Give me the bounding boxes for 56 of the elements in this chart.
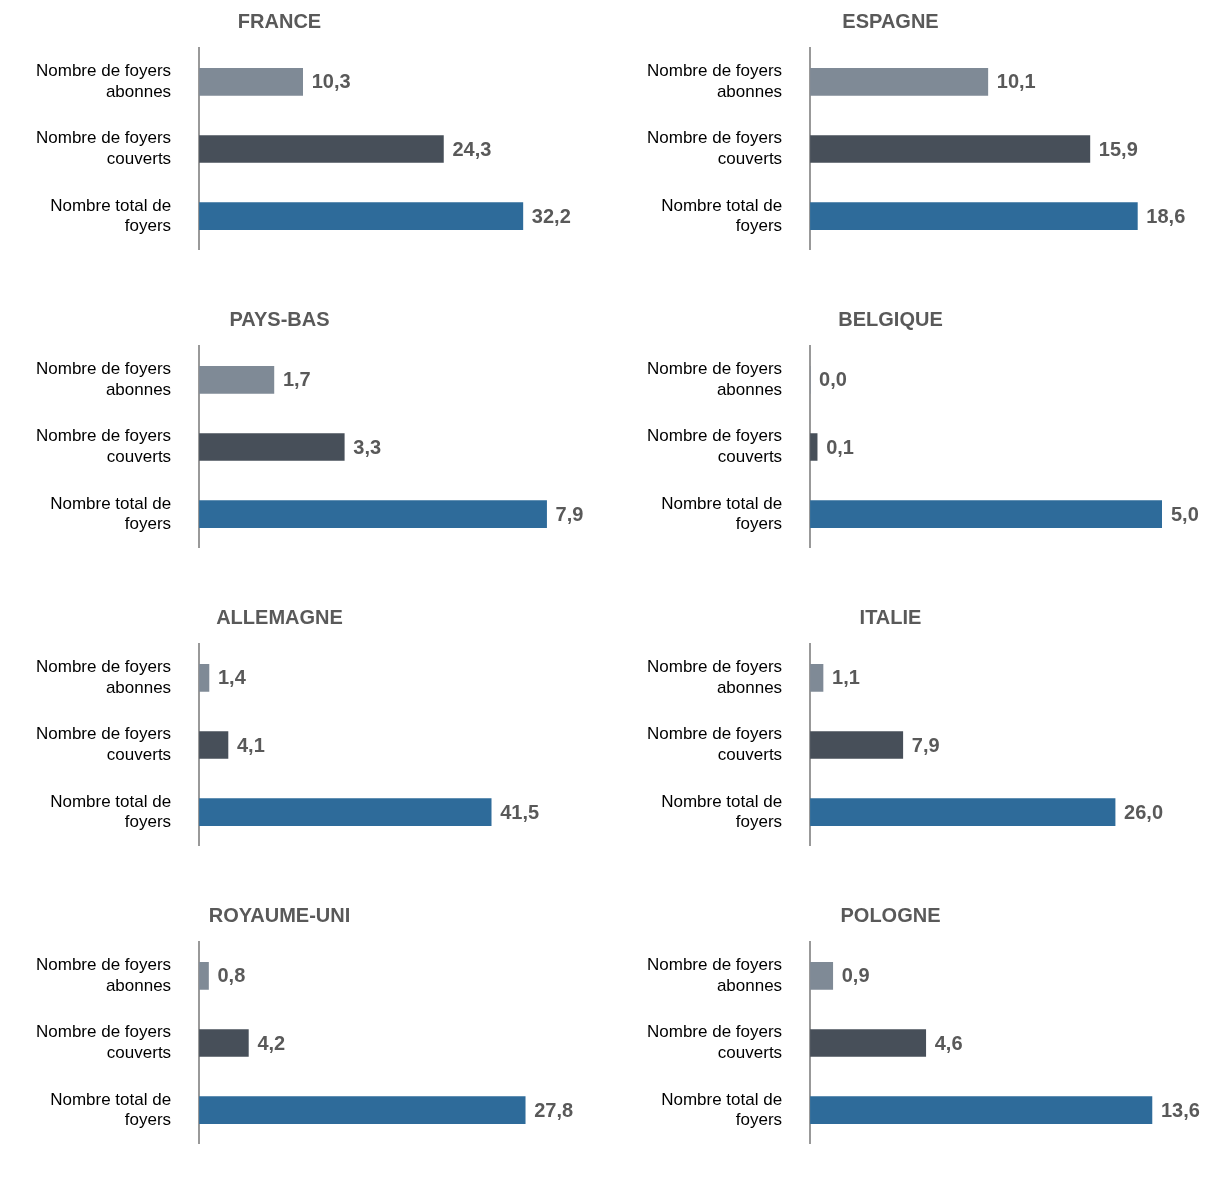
chart-title: ROYAUME-UNI bbox=[208, 903, 351, 926]
y-tick-label: Nombre de foyers couverts bbox=[35, 1022, 172, 1062]
y-tick-label: Nombre de foyers abonnes bbox=[35, 955, 172, 995]
chart-title: ESPAGNE bbox=[842, 9, 939, 32]
data-label: 4,6 bbox=[934, 1031, 963, 1054]
data-label: 1,1 bbox=[832, 666, 860, 689]
data-label: 32,2 bbox=[531, 204, 571, 227]
data-label: 4,2 bbox=[257, 1031, 286, 1054]
data-label: 7,9 bbox=[555, 502, 584, 525]
data-label: 0,1 bbox=[826, 435, 854, 458]
data-label: 41,5 bbox=[500, 800, 540, 823]
data-label: 0,0 bbox=[819, 368, 847, 391]
data-label: 10,1 bbox=[996, 70, 1036, 93]
data-label: 4,1 bbox=[236, 733, 265, 756]
chart-title: ALLEMAGNE bbox=[216, 605, 343, 628]
data-label: 26,0 bbox=[1124, 800, 1164, 823]
y-tick-label: Nombre de foyers couverts bbox=[35, 128, 172, 168]
chart-title: POLOGNE bbox=[840, 903, 941, 926]
y-tick-label: Nombre total de foyers bbox=[661, 493, 783, 533]
data-label: 5,0 bbox=[1171, 502, 1199, 525]
y-tick-label: Nombre de foyers abonnes bbox=[35, 359, 172, 399]
chart-title: BELGIQUE bbox=[838, 307, 943, 330]
data-label: 0,8 bbox=[217, 964, 246, 987]
data-label: 10,3 bbox=[311, 70, 351, 93]
y-tick-label: Nombre de foyers couverts bbox=[646, 426, 783, 466]
data-label: 7,9 bbox=[911, 733, 940, 756]
y-tick-label: Nombre de foyers abonnes bbox=[35, 657, 172, 697]
y-tick-label: Nombre de foyers couverts bbox=[35, 724, 172, 764]
y-tick-label: Nombre de foyers couverts bbox=[35, 426, 172, 466]
data-label: 24,3 bbox=[452, 137, 492, 160]
y-tick-label: Nombre de foyers abonnes bbox=[646, 955, 783, 995]
y-tick-label: Nombre total de foyers bbox=[50, 195, 172, 235]
data-label: 1,4 bbox=[217, 666, 247, 689]
y-tick-label: Nombre total de foyers bbox=[50, 493, 172, 533]
y-tick-label: Nombre de foyers abonnes bbox=[646, 657, 783, 697]
data-label: 18,6 bbox=[1146, 204, 1186, 227]
data-label: 13,6 bbox=[1160, 1098, 1200, 1121]
y-tick-label: Nombre total de foyers bbox=[661, 1089, 783, 1129]
y-tick-label: Nombre total de foyers bbox=[661, 791, 783, 831]
y-tick-label: Nombre de foyers abonnes bbox=[646, 61, 783, 101]
data-label: 27,8 bbox=[534, 1098, 574, 1121]
y-tick-label: Nombre de foyers abonnes bbox=[646, 359, 783, 399]
data-label: 15,9 bbox=[1098, 137, 1138, 160]
y-tick-label: Nombre de foyers couverts bbox=[646, 1022, 783, 1062]
y-tick-label: Nombre de foyers couverts bbox=[646, 724, 783, 764]
data-label: 0,9 bbox=[841, 964, 870, 987]
y-tick-label: Nombre total de foyers bbox=[50, 791, 172, 831]
data-label: 1,7 bbox=[282, 368, 311, 391]
y-tick-label: Nombre de foyers couverts bbox=[646, 128, 783, 168]
data-label: 3,3 bbox=[353, 435, 382, 458]
y-tick-label: Nombre de foyers abonnes bbox=[35, 61, 172, 101]
chart-title: FRANCE bbox=[237, 9, 322, 32]
y-tick-label: Nombre total de foyers bbox=[661, 195, 783, 235]
chart-title: ITALIE bbox=[859, 605, 922, 628]
y-tick-label: Nombre total de foyers bbox=[50, 1089, 172, 1129]
chart-title: PAYS-BAS bbox=[229, 307, 330, 330]
